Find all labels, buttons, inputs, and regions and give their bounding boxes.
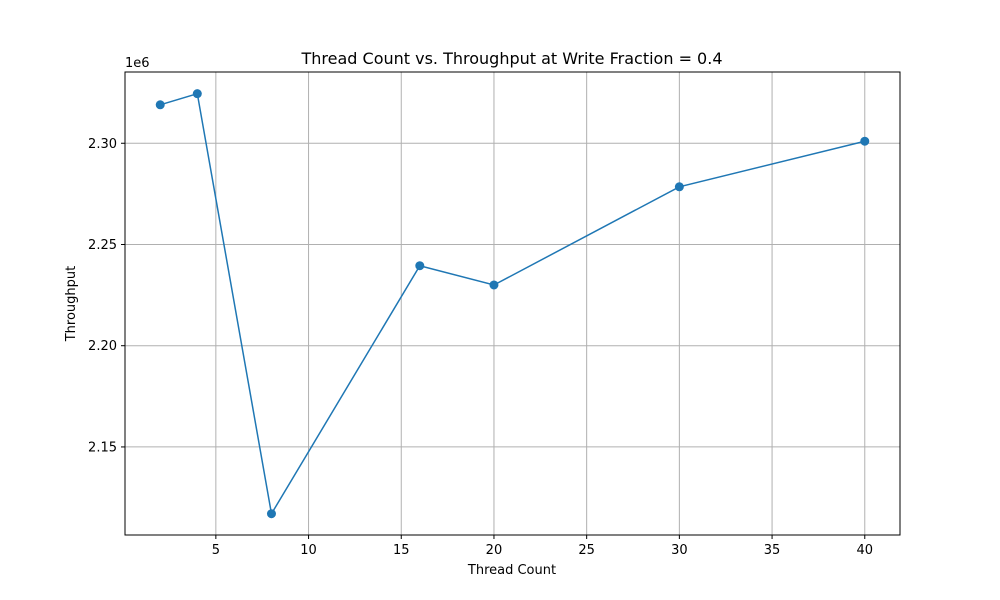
data-point (860, 136, 870, 146)
series-line (160, 92, 865, 516)
x-tick-label: 35 (764, 543, 781, 558)
x-tick-label: 30 (671, 543, 688, 558)
x-axis-label: Thread Count (467, 563, 556, 578)
y-tick-label: 2.25 (88, 238, 117, 253)
y-tick-label: 2.30 (88, 137, 117, 152)
x-tick-label: 5 (212, 543, 220, 558)
data-point (192, 89, 202, 99)
x-tick-label: 25 (578, 543, 595, 558)
y-tick-label: 2.20 (88, 339, 117, 354)
y-axis-ticks: 2.15 2.20 2.25 2.30 (88, 137, 125, 455)
y-axis-offset-label: 1e6 (125, 56, 150, 71)
data-point (489, 280, 499, 290)
plot-frame (124, 71, 901, 536)
data-point (415, 261, 425, 271)
data-point (674, 182, 684, 192)
data-point (266, 509, 276, 519)
chart-title: Thread Count vs. Throughput at Write Fra… (300, 49, 722, 68)
series-layer (155, 89, 870, 519)
x-tick-label: 20 (486, 543, 503, 558)
x-tick-label: 15 (393, 543, 410, 558)
y-tick-label: 2.15 (88, 440, 117, 455)
x-tick-label: 10 (300, 543, 317, 558)
grid (125, 72, 900, 535)
x-axis-ticks: 5 10 15 20 25 30 35 40 (212, 535, 873, 558)
data-point (155, 100, 165, 110)
x-tick-label: 40 (856, 543, 873, 558)
y-axis-label: Throughput (64, 266, 79, 343)
